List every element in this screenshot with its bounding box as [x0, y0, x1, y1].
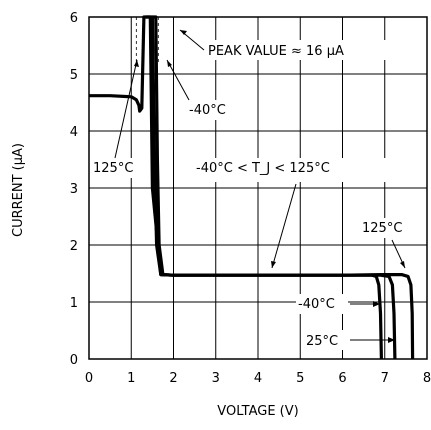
tick-labels: 0 1 2 3 4 5 6 7 8 0 1 2 3 4 5 6	[70, 11, 431, 386]
y-tick-label-5: 5	[70, 68, 78, 83]
annotation-tj-range: -40°C < T_J < 125°C	[196, 161, 330, 176]
x-tick-label-0: 0	[85, 371, 93, 386]
grid	[88, 16, 428, 360]
y-axis-label: CURRENT (μA)	[11, 143, 26, 237]
annotation-peak-arrowhead	[180, 30, 187, 35]
annotation-125-upper-arrowhead	[134, 60, 139, 67]
series-group	[89, 15, 415, 360]
y-tick-label-4: 4	[70, 125, 78, 140]
annotation-125-upper-leader	[114, 59, 138, 159]
x-tick-label-3: 3	[212, 371, 220, 386]
annotation-minus40-lower-arrowhead	[373, 301, 380, 307]
x-tick-label-5: 5	[296, 371, 304, 386]
annotation-125-right-arrowhead	[400, 261, 405, 268]
annotation-tj-arrowhead	[271, 261, 276, 268]
annotation-peak-value: PEAK VALUE ≈ 16 μA	[208, 44, 344, 59]
annotation-minus40-upper-arrowhead	[167, 60, 172, 67]
y-tick-label-0: 0	[70, 353, 78, 368]
series-line-2	[152, 15, 383, 360]
x-tick-label-1: 1	[127, 371, 135, 386]
y-tick-label-2: 2	[70, 239, 78, 254]
annotation-minus40-lower: -40°C	[298, 297, 335, 312]
annotation-25-lower-arrowhead	[388, 337, 395, 343]
x-tick-label-6: 6	[338, 371, 346, 386]
annotation-125-upper: 125°C	[93, 161, 133, 176]
x-axis-label: VOLTAGE (V)	[217, 404, 298, 419]
annotation-minus40-upper-leader	[166, 59, 190, 101]
x-tick-label-8: 8	[423, 371, 431, 386]
peak-markers	[135, 17, 159, 63]
x-tick-label-2: 2	[169, 371, 177, 386]
y-tick-label-6: 6	[70, 11, 78, 26]
x-tick-label-4: 4	[254, 371, 262, 386]
annotations: PEAK VALUE ≈ 16 μA -40°C 125°C -40°C < T…	[91, 29, 422, 350]
y-tick-label-1: 1	[70, 296, 78, 311]
y-tick-label-3: 3	[70, 182, 78, 197]
annotation-125-right: 125°C	[362, 221, 402, 236]
x-tick-label-7: 7	[381, 371, 389, 386]
annotation-tj-leader	[271, 183, 297, 269]
annotation-minus40-upper: -40°C	[189, 103, 226, 118]
annotation-25-lower: 25°C	[306, 334, 338, 349]
plot-frame	[88, 16, 428, 360]
